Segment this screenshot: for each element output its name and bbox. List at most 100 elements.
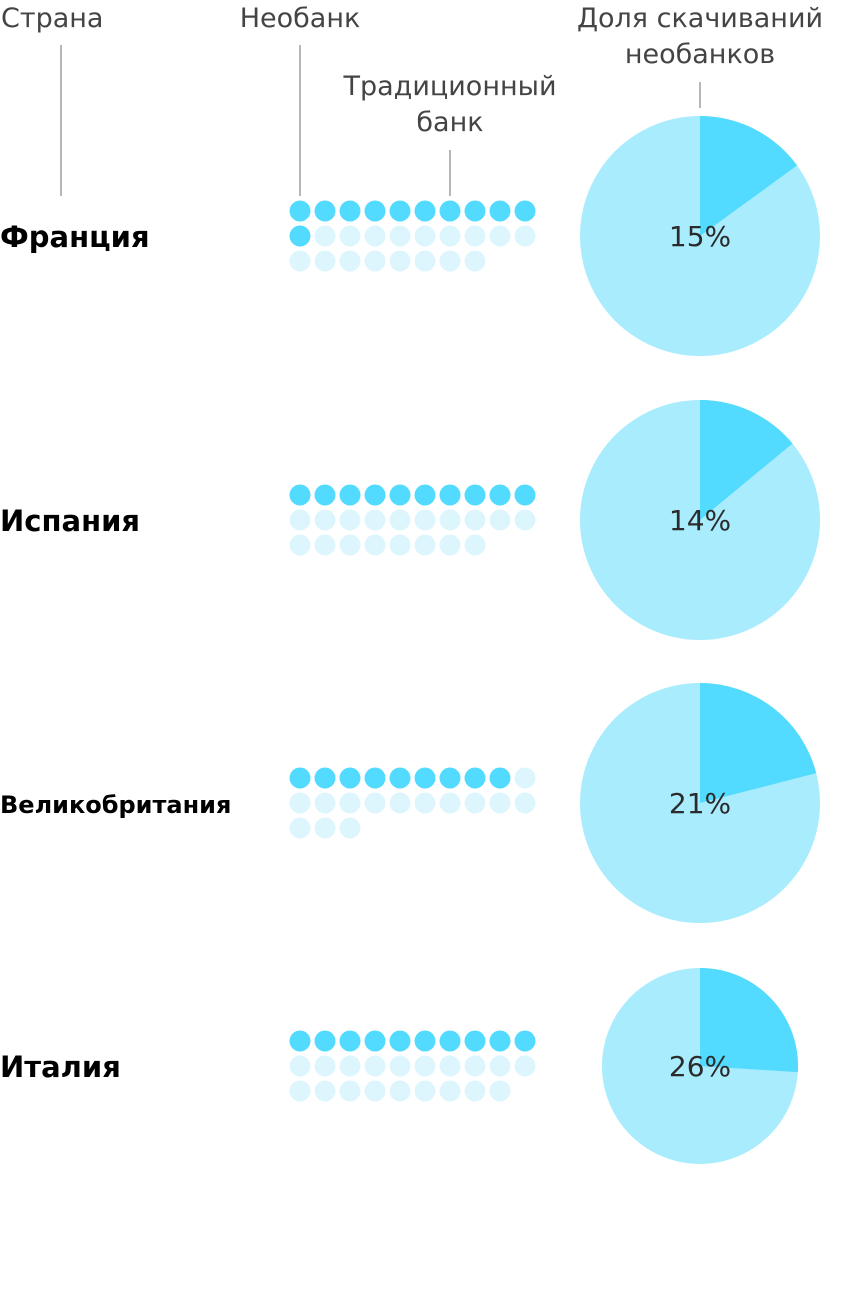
neobank-dot [289,200,311,222]
traditional-bank-dot [464,1080,486,1102]
pie-label-uk: 21% [669,787,731,820]
neobank-dot [389,767,411,789]
traditional-bank-dot [489,792,511,814]
neobank-dot [439,1030,461,1052]
neobank-dot [339,200,361,222]
traditional-bank-dot [439,225,461,247]
neobank-dot [289,767,311,789]
neobank-dot [414,484,436,506]
neobank-dot [464,767,486,789]
traditional-bank-dot [289,792,311,814]
neobank-dot [389,484,411,506]
traditional-bank-dot [339,534,361,556]
traditional-bank-dot [314,1080,336,1102]
traditional-bank-dot [389,1055,411,1077]
traditional-bank-dot [289,817,311,839]
traditional-bank-dot [389,225,411,247]
header-neobank: Необанк [240,3,361,34]
neobank-dot [439,484,461,506]
traditional-bank-dot [314,509,336,531]
header-country: Страна [1,3,103,34]
pie-spain [580,400,820,640]
dot-grid-france [289,200,536,272]
neobank-dot [489,484,511,506]
traditional-bank-dot [339,509,361,531]
traditional-bank-dot [414,250,436,272]
traditional-bank-dot [289,250,311,272]
country-label-france: Франция [0,220,150,254]
traditional-bank-dot [339,250,361,272]
neobank-dot [514,484,536,506]
neobank-dot [289,225,311,247]
traditional-bank-dot [364,792,386,814]
traditional-bank-dot [289,1080,311,1102]
traditional-bank-dot [339,1080,361,1102]
neobank-dot [414,767,436,789]
neobank-dot [339,767,361,789]
neobank-dot [364,200,386,222]
neobank-dot [489,1030,511,1052]
neobank-dot [364,1030,386,1052]
traditional-bank-dot [439,1080,461,1102]
traditional-bank-dot [389,250,411,272]
dot-grid-italy [289,1030,536,1102]
header-traditional-line1: Традиционный [342,71,556,102]
pie-label-italy: 26% [669,1050,731,1083]
traditional-bank-dot [414,1055,436,1077]
traditional-bank-dot [514,225,536,247]
traditional-bank-dot [389,1080,411,1102]
neobank-dot [414,1030,436,1052]
traditional-bank-dot [389,509,411,531]
pie-label-spain: 14% [669,504,731,537]
traditional-bank-dot [514,1055,536,1077]
traditional-bank-dot [464,509,486,531]
neobank-dot [339,1030,361,1052]
neobank-dot [364,767,386,789]
traditional-bank-dot [364,250,386,272]
country-label-uk: Великобритания [0,791,231,819]
traditional-bank-dot [514,792,536,814]
neobank-dot [514,200,536,222]
neobank-dot [289,484,311,506]
traditional-bank-dot [464,225,486,247]
traditional-bank-dot [489,225,511,247]
traditional-bank-dot [389,534,411,556]
neobank-dot [439,767,461,789]
neobank-dot [489,767,511,789]
traditional-bank-dot [314,534,336,556]
header-share-line1: Доля скачиваний [577,3,823,34]
dot-grid-spain [289,484,536,556]
traditional-bank-dot [489,509,511,531]
traditional-bank-dot [414,534,436,556]
traditional-bank-dot [364,509,386,531]
traditional-bank-dot [489,1080,511,1102]
traditional-bank-dot [464,534,486,556]
traditional-bank-dot [364,225,386,247]
traditional-bank-dot [489,1055,511,1077]
neobank-dot [314,200,336,222]
pie-slice-neobank [700,400,793,520]
traditional-bank-dot [464,1055,486,1077]
header-share-line2: необанков [625,39,775,70]
neobank-dot [439,200,461,222]
neobank-dot [289,1030,311,1052]
pie-slice-neobank [700,968,799,1073]
neobank-dot [389,200,411,222]
pie-italy [602,968,799,1164]
neobank-dot [364,484,386,506]
traditional-bank-dot [314,225,336,247]
traditional-bank-dot [514,509,536,531]
traditional-bank-dot [439,534,461,556]
traditional-bank-dot [289,1055,311,1077]
traditional-bank-dot [364,1055,386,1077]
neobank-dot [339,484,361,506]
pie-uk [580,683,820,923]
neobank-dot [414,200,436,222]
traditional-bank-dot [464,792,486,814]
neobank-dot [514,1030,536,1052]
traditional-bank-dot [364,534,386,556]
traditional-bank-dot [439,509,461,531]
traditional-bank-dot [414,792,436,814]
neobank-dot [389,1030,411,1052]
